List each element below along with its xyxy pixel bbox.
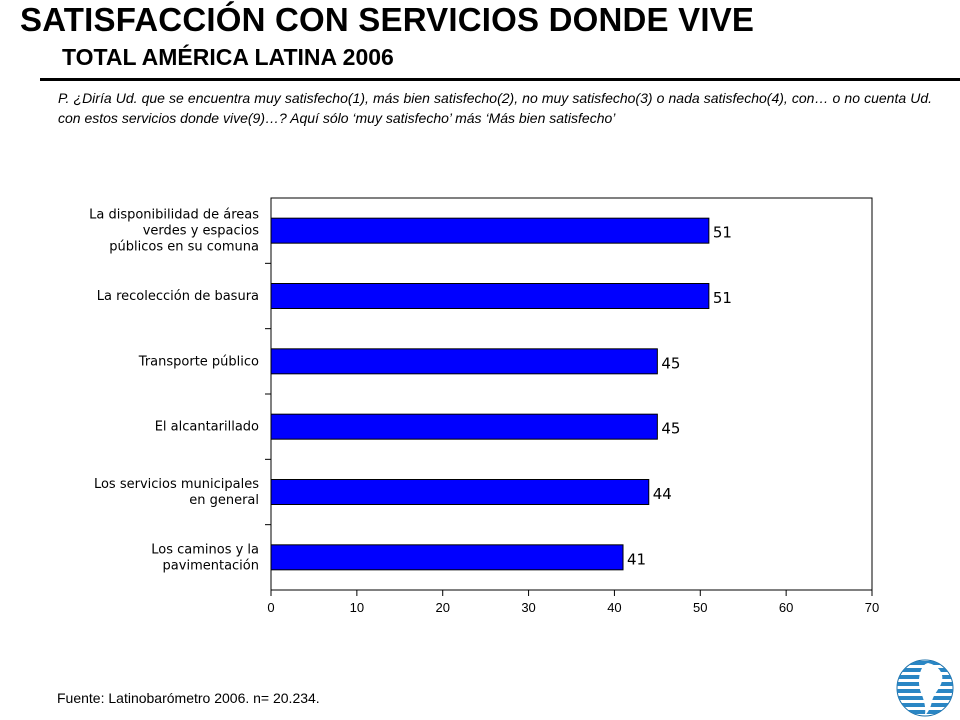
value-label: 45 [661,354,680,372]
x-tick-label: 20 [435,600,449,615]
category-label: Los caminos y la pavimentación [151,542,259,573]
survey-question: P. ¿Diría Ud. que se encuentra muy satis… [58,90,932,126]
x-tick-label: 30 [521,600,535,615]
category-label: La disponibilidad de áreas verdes y espac… [89,208,259,255]
x-tick-label: 40 [607,600,621,615]
x-tick-label: 60 [779,600,793,615]
bar [270,217,710,244]
value-label: 41 [627,550,646,568]
category-label: El alcantarillado [155,420,259,435]
x-tick-label: 10 [350,600,364,615]
page-subtitle: TOTAL AMÉRICA LATINA 2006 [62,44,394,70]
category-label: Los servicios municipales en general [94,477,259,508]
value-label: 51 [713,224,732,242]
source-note: Fuente: Latinobarómetro 2006. n= 20.234. [57,690,320,706]
globe-logo-icon [896,659,954,717]
x-tick-label: 70 [865,600,879,615]
page-title: SATISFACCIÓN CON SERVICIOS DONDE VIVE [20,1,755,38]
category-label: Transporte público [138,354,259,369]
x-tick-label: 0 [267,600,274,615]
bar [270,544,624,571]
bar [270,479,650,505]
category-label: La recolección de basura [97,289,259,304]
header-divider [40,78,960,81]
plot-area [270,197,873,591]
value-label: 44 [653,485,672,503]
bar [270,413,658,440]
value-label: 45 [661,420,680,438]
value-label: 51 [713,289,732,307]
bar [270,348,658,375]
bar [270,283,710,309]
x-tick-label: 50 [693,600,707,615]
